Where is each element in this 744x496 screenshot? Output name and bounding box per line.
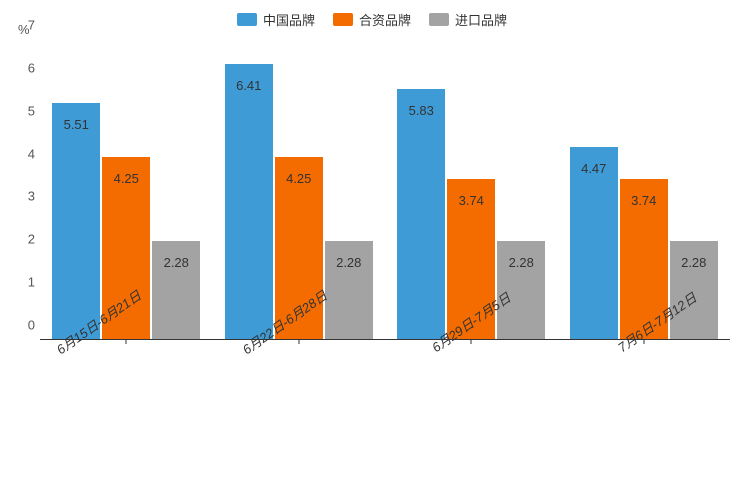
bars-2: 5.83 3.74 2.28 — [397, 39, 545, 339]
legend-swatch-import — [429, 13, 449, 26]
legend-swatch-china — [237, 13, 257, 26]
bar-china-0[interactable]: 5.51 — [52, 103, 100, 339]
bar-china-2[interactable]: 5.83 — [397, 89, 445, 339]
legend: 中国品牌 合资品牌 进口品牌 — [0, 10, 744, 29]
bar-group-1: 6.41 4.25 2.28 — [213, 39, 386, 339]
bar-value-import-2: 2.28 — [509, 255, 534, 270]
plot-area: 0 1 2 3 4 5 6 7 5.51 4.25 2.28 — [40, 40, 730, 340]
legend-swatch-joint — [333, 13, 353, 26]
bar-value-joint-1: 4.25 — [286, 171, 311, 186]
bars-3: 4.47 3.74 2.28 — [570, 39, 718, 339]
bar-value-import-1: 2.28 — [336, 255, 361, 270]
y-tick-7: 7 — [15, 18, 35, 33]
bar-value-joint-0: 4.25 — [114, 171, 139, 186]
y-tick-3: 3 — [15, 189, 35, 204]
bars-1: 6.41 4.25 2.28 — [225, 39, 373, 339]
bar-value-china-2: 5.83 — [409, 103, 434, 118]
legend-label-import: 进口品牌 — [455, 10, 507, 29]
bar-group-3: 4.47 3.74 2.28 — [558, 39, 731, 339]
bar-china-1[interactable]: 6.41 — [225, 64, 273, 339]
x-axis-label-wrap-2: 6月29日-7月5日 — [372, 306, 558, 333]
y-tick-6: 6 — [15, 60, 35, 75]
legend-item-1[interactable]: 合资品牌 — [333, 10, 411, 29]
legend-item-2[interactable]: 进口品牌 — [429, 10, 507, 29]
bar-group-2: 5.83 3.74 2.28 — [385, 39, 558, 339]
legend-label-china: 中国品牌 — [263, 10, 315, 29]
bar-value-import-0: 2.28 — [164, 255, 189, 270]
x-axis-label-wrap-0: 6月15日-6月21日 — [0, 306, 186, 333]
bar-value-import-3: 2.28 — [681, 255, 706, 270]
bar-value-china-1: 6.41 — [236, 78, 261, 93]
y-tick-1: 1 — [15, 275, 35, 290]
x-axis-label-wrap-1: 6月22日-6月28日 — [186, 306, 372, 333]
x-axis-labels: 6月15日-6月21日 6月22日-6月28日 6月29日-7月5日 7月6日-… — [0, 306, 744, 333]
bar-value-china-3: 4.47 — [581, 161, 606, 176]
y-tick-2: 2 — [15, 232, 35, 247]
bar-value-china-0: 5.51 — [64, 117, 89, 132]
bar-groups: 5.51 4.25 2.28 6.41 — [40, 39, 730, 339]
legend-label-joint: 合资品牌 — [359, 10, 411, 29]
bar-value-joint-2: 3.74 — [459, 193, 484, 208]
chart-container: 中国品牌 合资品牌 进口品牌 % 0 1 2 3 4 5 6 7 5.51 — [0, 0, 744, 496]
y-tick-5: 5 — [15, 103, 35, 118]
bar-value-joint-3: 3.74 — [631, 193, 656, 208]
x-axis-label-wrap-3: 7月6日-7月12日 — [558, 306, 744, 333]
y-tick-4: 4 — [15, 146, 35, 161]
legend-item-0[interactable]: 中国品牌 — [237, 10, 315, 29]
